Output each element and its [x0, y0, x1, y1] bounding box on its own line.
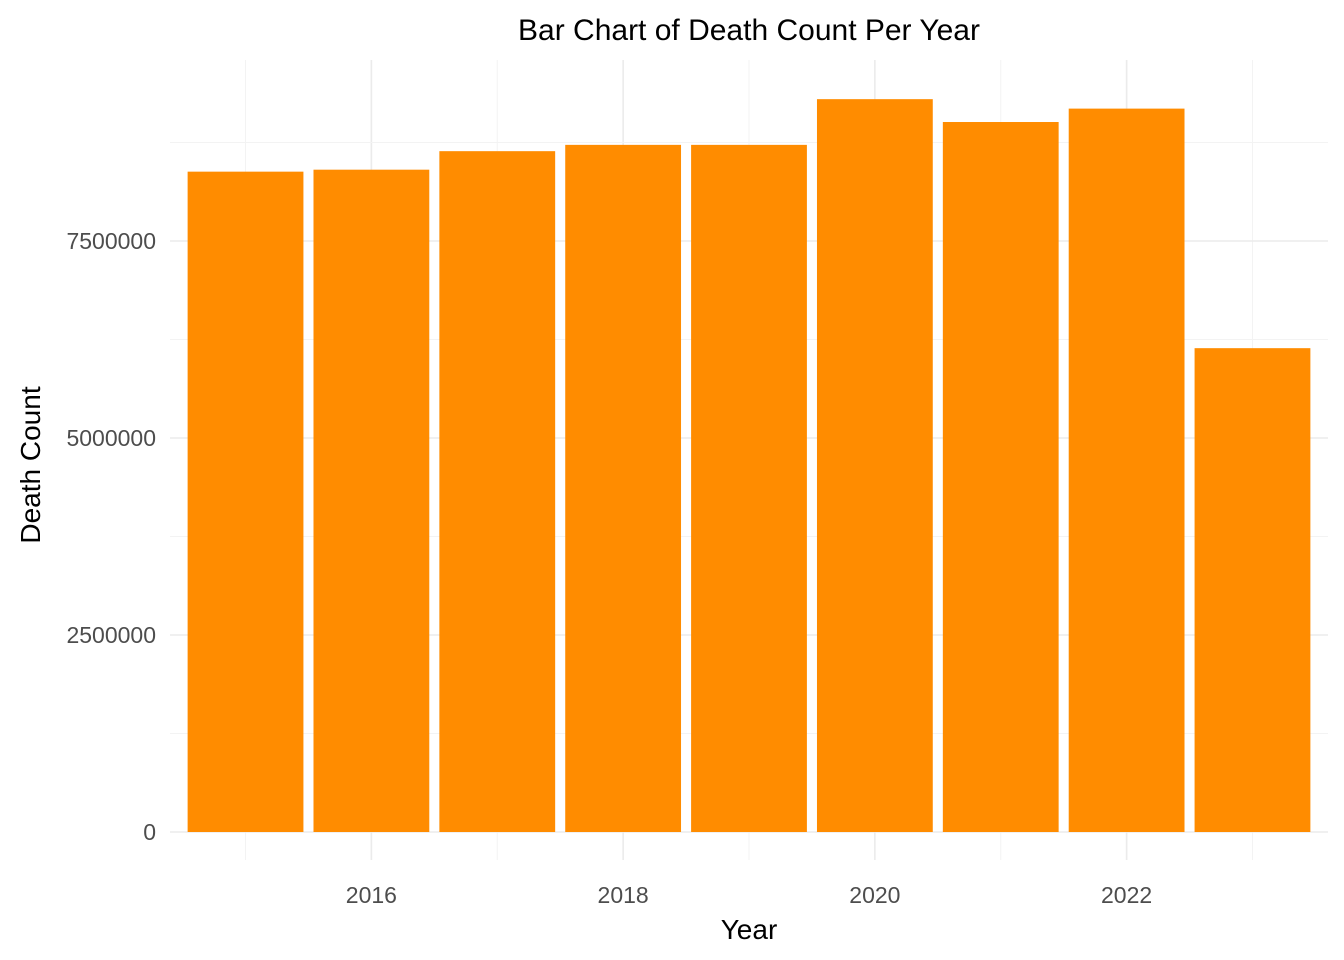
bar-2022 — [1068, 108, 1185, 833]
y-axis-ticks: 0 2500000 5000000 7500000 — [66, 228, 156, 845]
x-axis-ticks: 2016 2018 2020 2022 — [346, 882, 1152, 908]
x-tick-label: 2018 — [598, 882, 649, 908]
bar-2021 — [942, 122, 1059, 832]
bar-2016 — [313, 169, 430, 832]
bar-2018 — [565, 144, 682, 832]
x-tick-label: 2020 — [849, 882, 900, 908]
y-axis-title: Death Count — [15, 386, 46, 543]
y-tick-label: 0 — [143, 819, 156, 845]
bar-2019 — [691, 144, 807, 832]
y-tick-label: 5000000 — [66, 425, 156, 451]
y-tick-label: 2500000 — [66, 622, 156, 648]
bar-2017 — [439, 151, 556, 833]
y-tick-label: 7500000 — [66, 228, 156, 254]
x-tick-label: 2016 — [346, 882, 397, 908]
x-axis-title: Year — [721, 914, 778, 945]
bar-2015 — [187, 171, 304, 832]
bar-2023 — [1194, 348, 1311, 832]
bars — [187, 99, 1311, 833]
bar-2020 — [816, 99, 933, 832]
chart-title: Bar Chart of Death Count Per Year — [518, 14, 980, 47]
x-tick-label: 2022 — [1101, 882, 1152, 908]
